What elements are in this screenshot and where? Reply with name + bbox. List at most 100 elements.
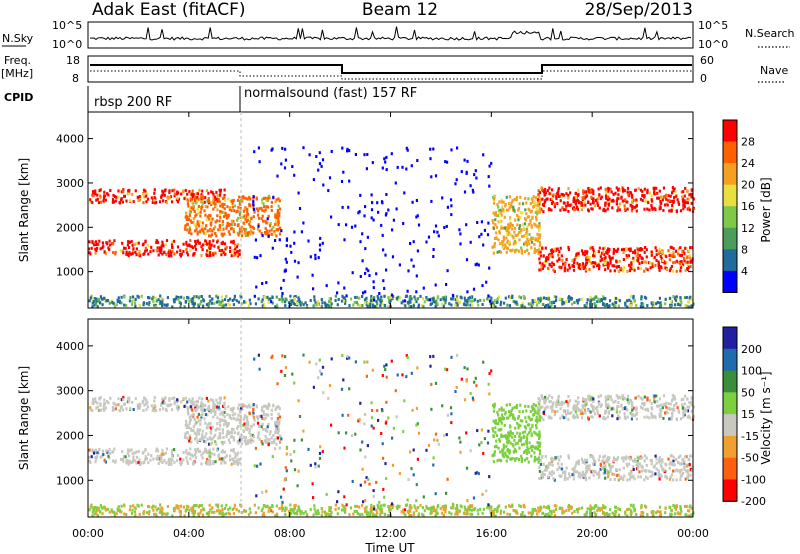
power-cell — [669, 267, 672, 271]
velocity-cell — [230, 431, 234, 435]
power-cell — [629, 247, 632, 251]
power-cell — [505, 250, 508, 254]
power-cell — [500, 213, 503, 217]
velocity-cell — [659, 413, 662, 417]
power-cell — [635, 200, 638, 204]
power-cell — [196, 195, 199, 199]
power-cell — [454, 303, 457, 307]
power-cell — [205, 303, 208, 307]
power-cell — [667, 194, 670, 198]
velocity-cell — [207, 458, 211, 462]
velocity-cell — [508, 414, 511, 418]
velocity-cell — [252, 435, 255, 439]
power-cell — [342, 299, 345, 303]
velocity-cell — [309, 507, 312, 511]
power-cell — [578, 263, 581, 267]
velocity-cell — [648, 416, 651, 420]
power-cell — [122, 190, 125, 194]
power-cell — [533, 199, 536, 203]
velocity-cell — [96, 451, 99, 455]
power-cell — [243, 214, 246, 218]
velocity-cell — [365, 505, 368, 509]
power-cell — [681, 198, 684, 202]
power-cell — [498, 229, 501, 233]
velocity-cell — [674, 507, 678, 511]
velocity-cell — [688, 405, 691, 409]
power-cell — [232, 198, 235, 202]
power-cell — [385, 155, 388, 159]
velocity-cell — [562, 471, 565, 475]
power-cell — [682, 200, 685, 204]
velocity-cell — [186, 459, 189, 463]
power-cell — [619, 188, 622, 192]
velocity-cell — [99, 504, 102, 508]
velocity-cell — [677, 469, 680, 473]
power-cell — [189, 228, 192, 232]
power-cell — [551, 248, 554, 252]
power-cell — [574, 200, 577, 204]
velocity-cell — [594, 412, 597, 416]
power-cell — [626, 256, 629, 259]
velocity-cell — [665, 463, 668, 467]
power-cell — [371, 201, 374, 205]
power-cell — [226, 205, 229, 209]
velocity-cell — [514, 426, 517, 430]
velocity-cell — [547, 465, 550, 469]
power-cell — [531, 303, 534, 307]
power-cell — [225, 294, 228, 298]
power-cell — [571, 302, 574, 306]
power-cell — [636, 253, 639, 256]
velocity-cell — [543, 472, 546, 476]
velocity-cell — [617, 473, 621, 477]
velocity-cell — [227, 430, 230, 434]
velocity-cell — [567, 454, 570, 458]
power-cell — [210, 229, 213, 233]
velocity-cell — [248, 428, 252, 432]
power-cell — [210, 190, 213, 194]
velocity-cell — [219, 401, 222, 405]
power-cell — [671, 199, 674, 203]
power-cell — [607, 304, 610, 308]
velocity-cell — [576, 415, 579, 419]
power-cell — [525, 241, 528, 245]
velocity-cell — [551, 470, 554, 474]
velocity-cell — [546, 396, 549, 400]
power-cell — [679, 296, 682, 300]
power-cell — [238, 202, 241, 206]
power-cell — [388, 305, 391, 309]
velocity-cell — [112, 450, 115, 454]
velocity-cell — [146, 405, 150, 409]
velocity-cell — [523, 442, 526, 446]
velocity-cell — [529, 446, 532, 450]
power-cell — [207, 241, 210, 245]
power-cell — [500, 226, 503, 230]
velocity-cell — [210, 428, 213, 432]
velocity-cell — [552, 509, 556, 513]
power-cell — [217, 228, 220, 232]
power-cell — [450, 213, 453, 217]
velocity-cell — [469, 512, 472, 516]
velocity-cell — [607, 403, 610, 407]
power-cell — [513, 239, 516, 243]
power-cell — [215, 294, 218, 298]
power-cell — [118, 299, 121, 303]
power-cell — [99, 194, 102, 198]
power-cell — [616, 249, 619, 253]
velocity-cell — [607, 394, 610, 398]
power-cell — [171, 189, 174, 193]
power-cell — [669, 194, 672, 198]
power-cell — [198, 188, 201, 192]
power-cell — [300, 230, 303, 234]
velocity-cell — [493, 453, 496, 457]
power-cell — [225, 224, 229, 228]
velocity-cell — [267, 402, 270, 406]
power-cell — [541, 262, 544, 266]
power-cell — [156, 239, 159, 243]
power-cell — [690, 201, 693, 205]
power-cell — [509, 233, 512, 237]
power-cell — [615, 259, 618, 263]
power-cell — [350, 225, 354, 229]
velocity-cell — [506, 449, 509, 453]
velocity-cell — [685, 504, 688, 508]
power-cell — [672, 188, 675, 192]
